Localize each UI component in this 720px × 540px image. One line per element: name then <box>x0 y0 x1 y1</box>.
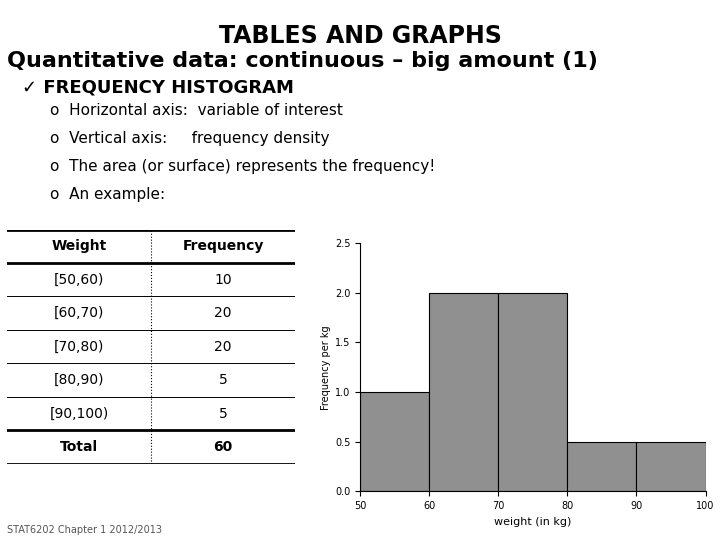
Text: Weight: Weight <box>52 239 107 253</box>
Y-axis label: Frequency per kg: Frequency per kg <box>320 325 330 409</box>
Text: o  The area (or surface) represents the frequency!: o The area (or surface) represents the f… <box>50 159 436 174</box>
Text: o  An example:: o An example: <box>50 187 166 202</box>
Bar <box>429 293 498 491</box>
Text: 5: 5 <box>219 373 228 387</box>
Text: 5: 5 <box>219 407 228 421</box>
Text: 60: 60 <box>214 440 233 454</box>
Text: TABLES AND GRAPHS: TABLES AND GRAPHS <box>219 24 501 48</box>
Text: ✓ FREQUENCY HISTOGRAM: ✓ FREQUENCY HISTOGRAM <box>22 78 294 96</box>
Text: STAT6202 Chapter 1 2012/2013: STAT6202 Chapter 1 2012/2013 <box>7 524 162 535</box>
Text: [50,60): [50,60) <box>54 273 104 287</box>
Bar <box>636 442 706 491</box>
Text: Quantitative data: continuous – big amount (1): Quantitative data: continuous – big amou… <box>7 51 598 71</box>
Text: Total: Total <box>60 440 98 454</box>
Text: 20: 20 <box>215 306 232 320</box>
Text: o  Horizontal axis:  variable of interest: o Horizontal axis: variable of interest <box>50 103 343 118</box>
Text: 10: 10 <box>215 273 232 287</box>
Text: [80,90): [80,90) <box>54 373 104 387</box>
Bar <box>360 392 429 491</box>
Text: [60,70): [60,70) <box>54 306 104 320</box>
Text: o  Vertical axis:     frequency density: o Vertical axis: frequency density <box>50 131 330 146</box>
X-axis label: weight (in kg): weight (in kg) <box>494 517 572 526</box>
Bar <box>567 442 636 491</box>
Text: [70,80): [70,80) <box>54 340 104 354</box>
Bar <box>498 293 567 491</box>
Text: Frequency: Frequency <box>182 239 264 253</box>
Text: [90,100): [90,100) <box>50 407 109 421</box>
Text: 20: 20 <box>215 340 232 354</box>
